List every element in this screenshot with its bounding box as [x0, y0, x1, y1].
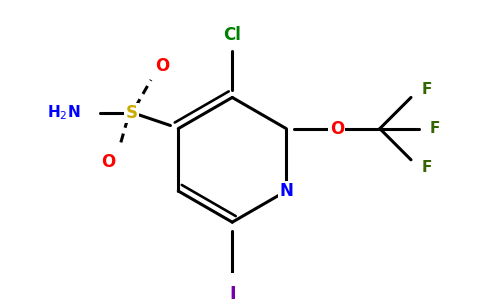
Text: F: F: [422, 160, 432, 175]
Text: I: I: [229, 285, 236, 300]
Text: Cl: Cl: [223, 26, 241, 44]
Text: F: F: [429, 121, 439, 136]
Text: F: F: [422, 82, 432, 97]
Text: O: O: [155, 57, 170, 75]
Text: O: O: [330, 120, 344, 138]
Text: O: O: [101, 153, 115, 171]
Text: S: S: [125, 104, 137, 122]
Text: H$_2$N: H$_2$N: [47, 104, 81, 122]
Text: N: N: [279, 182, 293, 200]
